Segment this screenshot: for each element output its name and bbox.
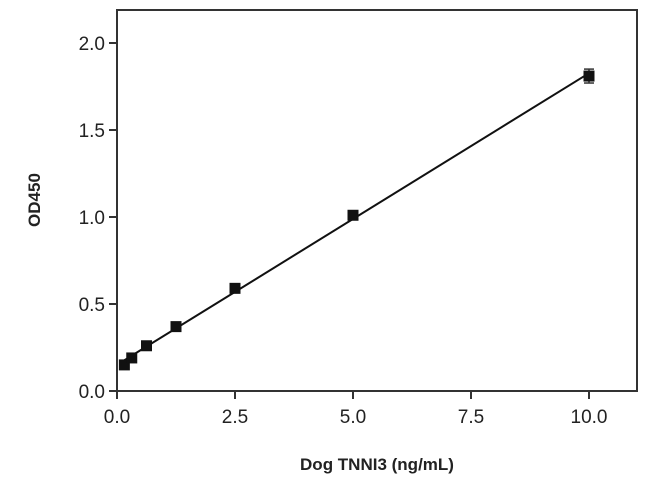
x-axis-label: Dog TNNI3 (ng/mL) xyxy=(300,455,454,474)
data-point xyxy=(141,340,152,352)
x-tick-label: 2.5 xyxy=(222,407,248,428)
data-point xyxy=(229,282,241,294)
data-point xyxy=(583,70,595,82)
x-tick-label: 5.0 xyxy=(340,407,366,428)
y-tick-label: 0.5 xyxy=(79,295,105,316)
y-axis-label: OD450 xyxy=(25,173,44,227)
data-point xyxy=(170,321,182,333)
x-tick-label: 0.0 xyxy=(104,407,130,428)
y-tick-label: 2.0 xyxy=(79,34,105,55)
data-point xyxy=(347,209,359,221)
data-point xyxy=(126,352,138,364)
plot-frame xyxy=(116,9,638,392)
y-tick-label: 0.0 xyxy=(79,382,105,403)
x-tick-label: 10.0 xyxy=(571,407,608,428)
y-tick-label: 1.5 xyxy=(79,121,105,142)
data-point xyxy=(118,359,130,371)
x-tick-label: 7.5 xyxy=(458,407,484,428)
y-tick-label: 1.0 xyxy=(79,208,105,229)
